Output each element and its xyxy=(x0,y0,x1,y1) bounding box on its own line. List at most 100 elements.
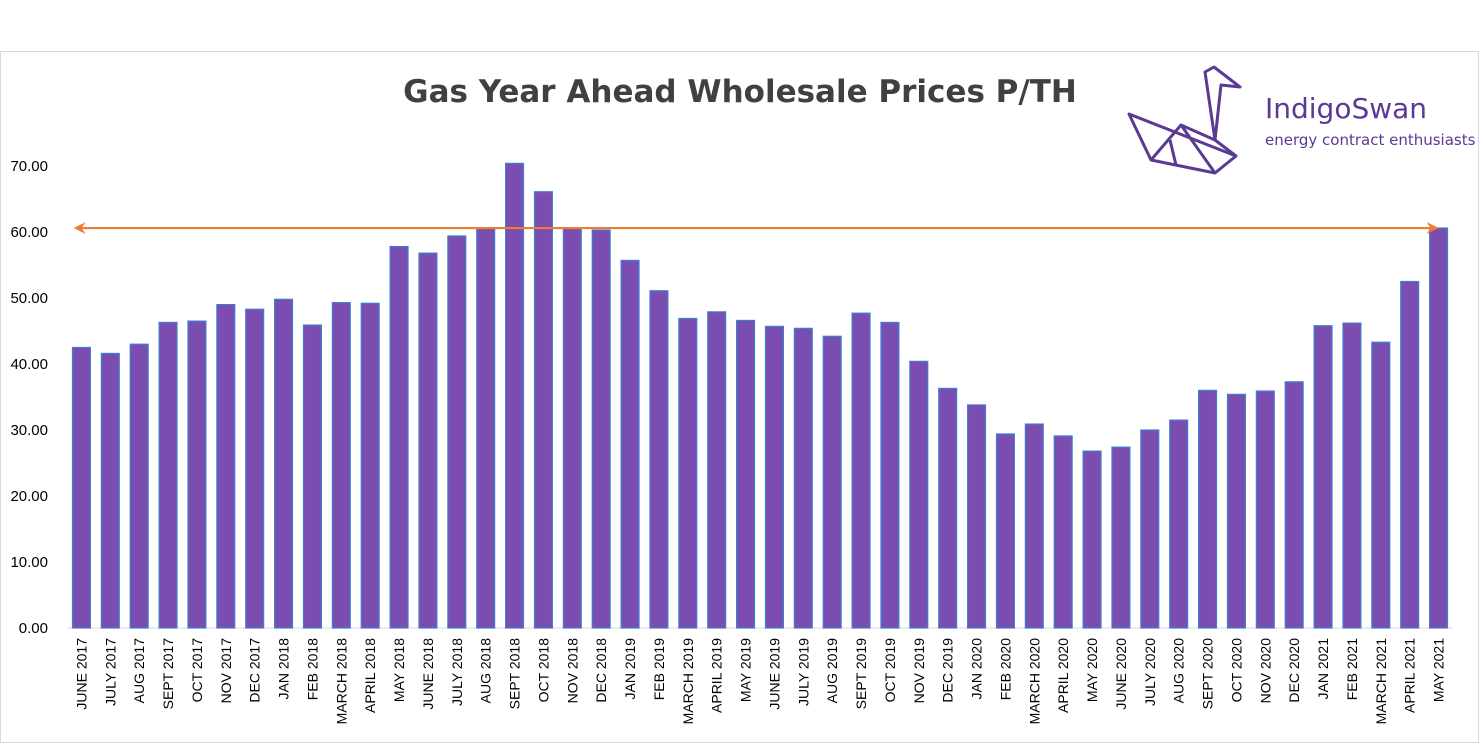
bar xyxy=(1082,450,1102,629)
bar xyxy=(649,290,669,629)
x-tick-label: JUNE 2017 xyxy=(73,638,89,710)
x-tick-label: OCT 2019 xyxy=(882,638,898,703)
bar xyxy=(707,311,727,629)
bar xyxy=(1400,280,1420,629)
bar xyxy=(331,302,351,629)
bar xyxy=(476,227,496,629)
bar xyxy=(245,308,265,629)
brand-tagline: energy contract enthusiasts xyxy=(1265,131,1476,149)
bar xyxy=(447,235,467,629)
x-tick-label: MAY 2019 xyxy=(738,638,754,702)
x-tick-label: FEB 2018 xyxy=(304,638,320,700)
bar xyxy=(793,327,813,629)
bar-series xyxy=(71,162,1449,629)
bar xyxy=(302,324,322,629)
brand-logo: IndigoSwan energy contract enthusiasts xyxy=(1127,65,1476,175)
x-tick-label: AUG 2020 xyxy=(1171,638,1187,704)
y-tick-label: 70.00 xyxy=(10,158,48,175)
x-tick-label: AUG 2017 xyxy=(131,638,147,704)
x-tick-label: MARCH 2018 xyxy=(333,638,349,725)
x-tick-label: SEPT 2017 xyxy=(160,638,176,710)
bar xyxy=(274,298,294,629)
x-tick-label: DEC 2020 xyxy=(1286,638,1302,703)
y-tick-label: 50.00 xyxy=(10,290,48,307)
bar xyxy=(764,325,784,629)
y-tick-label: 60.00 xyxy=(10,224,48,241)
bar xyxy=(129,343,149,629)
y-tick-label: 0.00 xyxy=(19,620,48,637)
bar xyxy=(678,317,698,629)
bar xyxy=(822,335,842,629)
x-tick-label: AUG 2019 xyxy=(824,638,840,704)
x-tick-label: SEPT 2018 xyxy=(507,638,523,710)
x-tick-label: JULY 2020 xyxy=(1142,638,1158,706)
bar xyxy=(1371,341,1391,629)
bar xyxy=(851,312,871,629)
bar xyxy=(1024,423,1044,629)
bar xyxy=(505,162,525,629)
origami-swan-icon xyxy=(1127,65,1242,175)
x-tick-label: OCT 2018 xyxy=(535,638,551,703)
x-tick-label: APRIL 2018 xyxy=(362,638,378,713)
y-tick-label: 20.00 xyxy=(10,488,48,505)
bar xyxy=(100,352,120,629)
x-axis: JUNE 2017 JULY 2017 AUG 2017 SEPT 2017 OCT 2… xyxy=(73,638,1446,725)
bar xyxy=(216,304,236,629)
x-tick-label: FEB 2019 xyxy=(651,638,667,700)
bar xyxy=(389,245,409,629)
x-tick-label: DEC 2019 xyxy=(940,638,956,703)
x-tick-label: NOV 2020 xyxy=(1257,638,1273,704)
x-tick-label: JULY 2017 xyxy=(102,638,118,706)
bar xyxy=(1284,381,1304,629)
bar xyxy=(187,320,207,629)
bar xyxy=(938,387,958,629)
bar xyxy=(360,302,380,629)
x-tick-label: APRIL 2021 xyxy=(1402,638,1418,713)
x-tick-label: SEPT 2020 xyxy=(1200,638,1216,710)
x-tick-label: JULY 2019 xyxy=(795,638,811,706)
bar xyxy=(1111,446,1131,629)
bar xyxy=(158,321,178,629)
x-tick-label: FEB 2021 xyxy=(1344,638,1360,700)
bar xyxy=(620,259,640,629)
bar xyxy=(533,191,553,629)
x-tick-label: DEC 2018 xyxy=(593,638,609,703)
bar xyxy=(418,252,438,629)
y-axis: 0.00 10.00 20.00 30.00 40.00 50.00 60.00 70.00 xyxy=(10,158,1453,637)
bar xyxy=(1429,227,1449,629)
bar xyxy=(1226,393,1246,629)
x-tick-label: MAY 2018 xyxy=(391,638,407,702)
bar xyxy=(1342,322,1362,629)
x-tick-label: MARCH 2021 xyxy=(1373,638,1389,725)
x-tick-label: DEC 2017 xyxy=(247,638,263,703)
bar xyxy=(909,360,929,629)
x-tick-label: NOV 2019 xyxy=(911,638,927,704)
chart-title: Gas Year Ahead Wholesale Prices P/TH xyxy=(403,74,1077,110)
x-tick-label: JUNE 2018 xyxy=(420,638,436,710)
bar xyxy=(591,229,611,629)
x-tick-label: NOV 2018 xyxy=(564,638,580,704)
x-tick-label: MAY 2020 xyxy=(1084,638,1100,702)
bar xyxy=(1313,325,1333,629)
x-tick-label: MARCH 2019 xyxy=(680,638,696,725)
x-tick-label: SEPT 2019 xyxy=(853,638,869,710)
x-tick-label: JUNE 2020 xyxy=(1113,638,1129,710)
x-tick-label: NOV 2017 xyxy=(218,638,234,704)
x-tick-label: JAN 2021 xyxy=(1315,638,1331,700)
x-tick-label: JAN 2019 xyxy=(622,638,638,700)
x-tick-label: MARCH 2020 xyxy=(1026,638,1042,725)
x-tick-label: OCT 2020 xyxy=(1228,638,1244,703)
x-tick-label: APRIL 2020 xyxy=(1055,638,1071,713)
bar xyxy=(1140,429,1160,629)
y-tick-label: 10.00 xyxy=(10,554,48,571)
bar xyxy=(880,321,900,629)
brand-name: IndigoSwan xyxy=(1265,92,1427,125)
bar xyxy=(71,346,91,629)
x-tick-label: MAY 2021 xyxy=(1431,638,1447,702)
y-tick-label: 30.00 xyxy=(10,422,48,439)
bar xyxy=(967,404,987,629)
y-tick-label: 40.00 xyxy=(10,356,48,373)
x-tick-label: JULY 2018 xyxy=(449,638,465,706)
bar xyxy=(1198,389,1218,629)
